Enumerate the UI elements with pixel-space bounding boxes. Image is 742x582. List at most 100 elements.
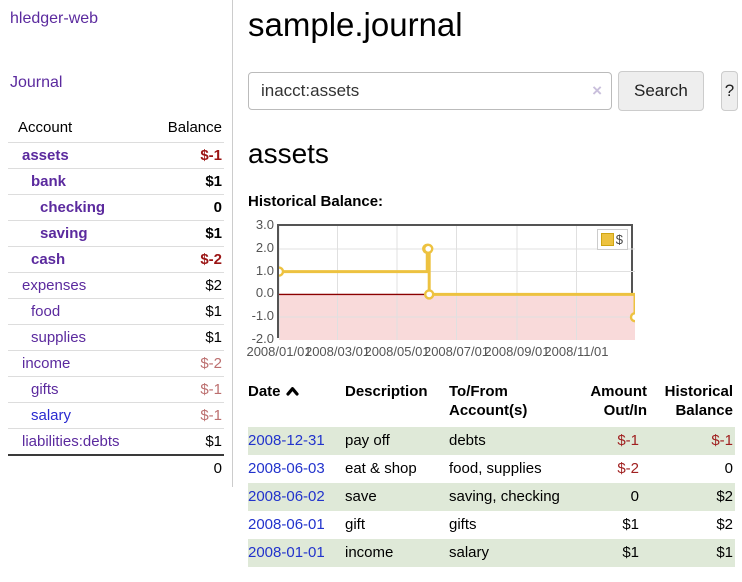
accounts-table: Account Balance assets $-1 bank $1 checking 0… xyxy=(8,114,224,481)
transaction-description: pay off xyxy=(345,432,390,449)
accounts-table-header: Account Balance xyxy=(8,114,224,142)
transaction-amount: $-2 xyxy=(617,460,639,477)
legend-label: $ xyxy=(615,232,623,247)
account-link-cash[interactable]: cash xyxy=(31,251,66,268)
account-link-assets[interactable]: assets xyxy=(22,147,69,164)
account-balance: $-1 xyxy=(200,407,222,424)
account-link-supplies[interactable]: supplies xyxy=(31,329,87,346)
account-link-expenses[interactable]: expenses xyxy=(22,277,87,294)
sidebar-account-row: saving $1 xyxy=(8,220,224,246)
historical-balance-chart: $ 3.0 2.0 1.0 0.0 -1.0 -2.0 2008/01/01 2008/03/… xyxy=(246,217,738,361)
account-balance: $1 xyxy=(205,173,222,190)
sidebar-account-row: gifts $-1 xyxy=(8,376,224,402)
accounts-header-balance: Balance xyxy=(167,119,222,136)
transaction-amount: $1 xyxy=(622,516,639,533)
y-axis-tick-label: 2.0 xyxy=(255,239,274,255)
account-balance: $1 xyxy=(205,225,222,242)
transaction-accounts: salary xyxy=(449,544,490,561)
search-button[interactable]: Search xyxy=(618,71,704,111)
transaction-accounts: saving, checking xyxy=(449,488,560,505)
transaction-amount: 0 xyxy=(630,488,639,505)
sidebar-account-row: food $1 xyxy=(8,298,224,324)
x-axis-tick-label: 2008/07/01 xyxy=(423,344,490,359)
transaction-accounts: gifts xyxy=(449,516,477,533)
transaction-description: income xyxy=(345,544,394,561)
account-balance: 0 xyxy=(213,199,222,216)
transaction-date-link[interactable]: 2008-06-01 xyxy=(248,516,325,533)
transaction-balance: $2 xyxy=(716,516,733,533)
account-balance: $1 xyxy=(205,303,222,320)
sidebar-account-row: salary $-1 xyxy=(8,402,224,428)
column-header-balance: Historical Balance xyxy=(664,383,733,419)
accounts-total: 0 xyxy=(8,454,224,481)
x-axis-tick-label: 2008/09/01 xyxy=(484,344,550,359)
transaction-row: 2008-06-02 save saving, checking 0 $2 xyxy=(248,483,735,511)
account-balance: $-2 xyxy=(200,355,222,372)
transaction-description: gift xyxy=(345,516,366,533)
search-input[interactable] xyxy=(248,72,612,110)
chart-legend: $ xyxy=(596,229,628,250)
transaction-amount: $1 xyxy=(622,544,639,561)
sidebar-account-row: cash $-2 xyxy=(8,246,224,272)
account-link-liabilities-debts[interactable]: liabilities:debts xyxy=(22,433,120,450)
account-link-income[interactable]: income xyxy=(22,355,71,372)
transaction-description: save xyxy=(345,488,377,505)
transaction-accounts: debts xyxy=(449,432,486,449)
page-title: sample.journal xyxy=(248,6,463,43)
transaction-row: 2008-06-03 eat & shop food, supplies $-2 0 xyxy=(248,455,735,483)
account-link-saving[interactable]: saving xyxy=(40,225,88,242)
transaction-description: eat & shop xyxy=(345,460,417,477)
account-link-food[interactable]: food xyxy=(31,303,61,320)
y-axis-tick-label: 3.0 xyxy=(255,217,274,232)
sidebar: hledger-web Journal Account Balance asse… xyxy=(0,0,233,487)
sort-ascending-icon xyxy=(285,382,299,401)
transaction-date-link[interactable]: 2008-01-01 xyxy=(248,544,325,561)
sidebar-account-row: liabilities:debts $1 xyxy=(8,428,224,454)
app-title-link[interactable]: hledger-web xyxy=(10,10,99,27)
transaction-row: 2008-06-01 gift gifts $1 $2 xyxy=(248,511,735,539)
sidebar-account-row: expenses $2 xyxy=(8,272,224,298)
transaction-date-link[interactable]: 2008-12-31 xyxy=(248,432,325,449)
sidebar-account-row: checking 0 xyxy=(8,194,224,220)
account-link-gifts[interactable]: gifts xyxy=(31,381,59,398)
transaction-row: 2008-12-31 pay off debts $-1 $-1 xyxy=(248,427,735,455)
account-link-salary[interactable]: salary xyxy=(31,407,72,424)
accounts-header-account: Account xyxy=(18,119,73,136)
sidebar-account-row: income $-2 xyxy=(8,350,224,376)
transactions-table: Date Description To/From Account(s) Amoun… xyxy=(248,382,735,567)
date-header-label: Date xyxy=(248,383,281,400)
transaction-date-link[interactable]: 2008-06-03 xyxy=(248,460,325,477)
account-balance: $1 xyxy=(205,433,222,450)
x-axis-tick-label: 2008/05/01 xyxy=(364,344,430,359)
column-header-amount: Amount Out/In xyxy=(590,383,647,419)
y-axis-tick-label: -1.0 xyxy=(251,308,274,324)
account-balance: $2 xyxy=(205,277,222,294)
y-axis-tick-label: 1.0 xyxy=(255,262,274,278)
account-balance: $-2 xyxy=(200,251,222,268)
transaction-row: 2008-01-01 income salary $1 $1 xyxy=(248,539,735,567)
account-balance: $-1 xyxy=(200,147,222,164)
x-axis-tick-label: 2008/01/01 xyxy=(246,344,312,359)
sidebar-account-row: supplies $1 xyxy=(8,324,224,350)
legend-swatch-icon xyxy=(600,233,614,246)
account-link-checking[interactable]: checking xyxy=(40,199,106,216)
transaction-balance: $-1 xyxy=(711,432,733,449)
transaction-balance: 0 xyxy=(724,460,733,477)
transaction-accounts: food, supplies xyxy=(449,460,542,477)
column-header-date[interactable]: Date xyxy=(248,382,345,427)
accounts-rows: assets $-1 bank $1 checking 0 saving $1 cash $-2 e… xyxy=(8,142,224,454)
y-axis-tick-label: 0.0 xyxy=(255,285,274,301)
sidebar-item-journal[interactable]: Journal xyxy=(10,74,63,91)
y-axis-tick-label: -2.0 xyxy=(251,331,274,346)
chart-title: Historical Balance: xyxy=(248,193,384,210)
transaction-balance: $1 xyxy=(716,544,733,561)
sidebar-account-row: assets $-1 xyxy=(8,142,224,168)
column-header-accounts: To/From Account(s) xyxy=(449,383,528,419)
transaction-date-link[interactable]: 2008-06-02 xyxy=(248,488,325,505)
x-axis-tick-label: 2008/03/01 xyxy=(304,344,371,359)
clear-search-icon[interactable]: × xyxy=(592,81,602,100)
account-link-bank[interactable]: bank xyxy=(31,173,67,190)
transaction-balance: $2 xyxy=(716,488,733,505)
help-button[interactable]: ? xyxy=(720,71,738,111)
x-axis-tick-label: 2008/11/01 xyxy=(544,344,609,359)
